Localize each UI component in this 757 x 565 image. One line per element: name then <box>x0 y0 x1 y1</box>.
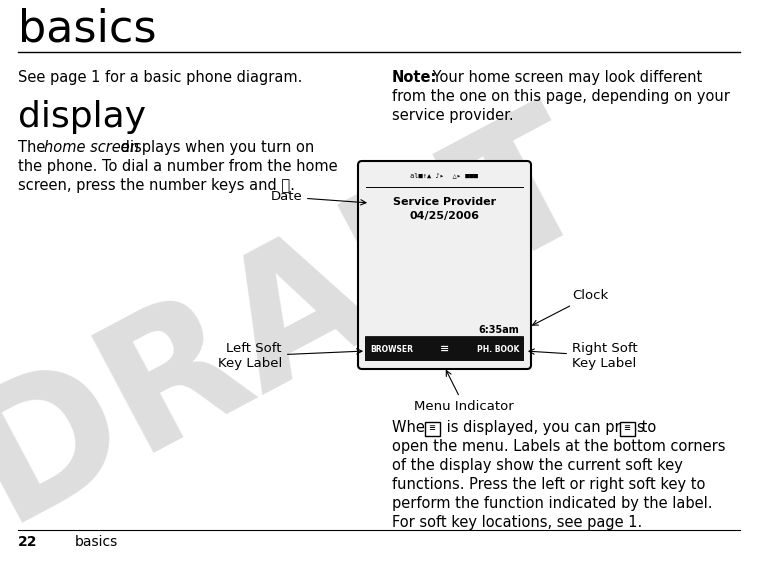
Text: of the display show the current soft key: of the display show the current soft key <box>392 458 683 473</box>
Text: When: When <box>392 420 439 435</box>
Bar <box>365 337 524 361</box>
Text: displays when you turn on: displays when you turn on <box>116 140 314 155</box>
Text: Clock: Clock <box>533 289 609 325</box>
Text: is displayed, you can press: is displayed, you can press <box>442 420 650 435</box>
Text: Service Provider: Service Provider <box>393 197 496 207</box>
Text: 22: 22 <box>18 535 38 549</box>
FancyBboxPatch shape <box>358 161 531 369</box>
Text: service provider.: service provider. <box>392 108 514 123</box>
Text: display: display <box>18 100 146 134</box>
Text: to: to <box>637 420 656 435</box>
Text: ≡: ≡ <box>624 424 631 432</box>
Text: basics: basics <box>18 8 157 51</box>
Text: the phone. To dial a number from the home: the phone. To dial a number from the hom… <box>18 159 338 174</box>
Text: open the menu. Labels at the bottom corners: open the menu. Labels at the bottom corn… <box>392 439 725 454</box>
Text: basics: basics <box>75 535 118 549</box>
Text: See page 1 for a basic phone diagram.: See page 1 for a basic phone diagram. <box>18 70 302 85</box>
Text: For soft key locations, see page 1.: For soft key locations, see page 1. <box>392 515 642 530</box>
Text: al■↑▲ ♪▸  △▸ ■■■: al■↑▲ ♪▸ △▸ ■■■ <box>410 172 478 178</box>
Text: BROWSER: BROWSER <box>370 345 413 354</box>
FancyBboxPatch shape <box>425 421 440 436</box>
Text: home screen: home screen <box>44 140 139 155</box>
Text: Menu Indicator: Menu Indicator <box>415 371 514 413</box>
Text: ≡: ≡ <box>440 344 449 354</box>
Text: PH. BOOK: PH. BOOK <box>477 345 519 354</box>
Text: Your home screen may look different: Your home screen may look different <box>428 70 702 85</box>
Text: Date: Date <box>270 190 366 205</box>
Text: screen, press the number keys and Ⓝ.: screen, press the number keys and Ⓝ. <box>18 178 295 193</box>
Text: perform the function indicated by the label.: perform the function indicated by the la… <box>392 496 712 511</box>
Text: Right Soft
Key Label: Right Soft Key Label <box>529 342 637 370</box>
Text: from the one on this page, depending on your: from the one on this page, depending on … <box>392 89 730 104</box>
Text: 6:35am: 6:35am <box>478 325 519 335</box>
Text: The: The <box>18 140 50 155</box>
Text: Note:: Note: <box>392 70 438 85</box>
Text: 04/25/2006: 04/25/2006 <box>410 211 479 221</box>
Text: ≡: ≡ <box>428 424 435 432</box>
Text: Left Soft
Key Label: Left Soft Key Label <box>218 342 362 370</box>
Text: DRAFT: DRAFT <box>0 84 619 556</box>
Text: functions. Press the left or right soft key to: functions. Press the left or right soft … <box>392 477 706 492</box>
FancyBboxPatch shape <box>619 421 634 436</box>
